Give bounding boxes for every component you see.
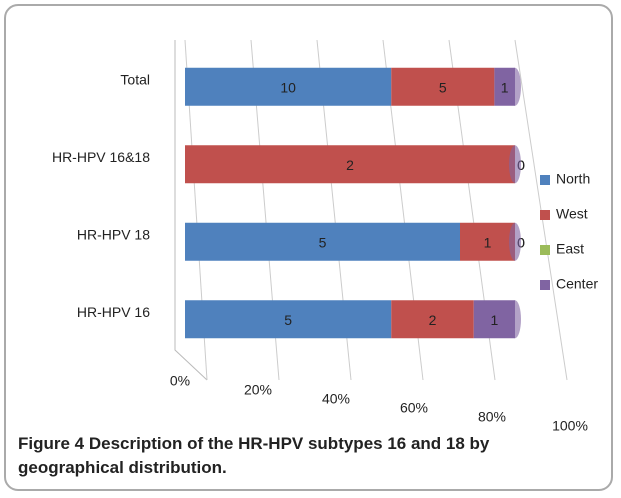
data-label: 1 xyxy=(501,79,509,95)
bar-end xyxy=(509,67,521,106)
x-tick-label: 60% xyxy=(400,400,428,416)
bar-end xyxy=(509,300,521,339)
legend-swatch xyxy=(540,280,550,290)
legend-label: West xyxy=(556,206,588,222)
bar xyxy=(185,300,392,339)
bar xyxy=(391,300,474,339)
data-label: 0 xyxy=(517,234,525,250)
data-label: 5 xyxy=(284,312,292,328)
data-label: 0 xyxy=(517,157,525,173)
data-label: 5 xyxy=(319,234,327,250)
y-tick-label: HR-HPV 18 xyxy=(77,226,150,242)
bar xyxy=(185,67,392,106)
data-label: 5 xyxy=(439,79,447,95)
data-label: 1 xyxy=(490,312,498,328)
bar xyxy=(473,300,515,339)
figure-frame xyxy=(4,4,613,491)
legend-label: North xyxy=(556,171,590,187)
x-tick-label: 40% xyxy=(322,391,350,407)
caption: Figure 4 Description of the HR-HPV subty… xyxy=(18,434,490,477)
bar-end xyxy=(509,145,521,184)
y-tick-label: HR-HPV 16 xyxy=(77,304,150,320)
legend-swatch xyxy=(540,245,550,255)
data-label: 10 xyxy=(280,79,296,95)
bar xyxy=(185,145,515,184)
data-label: 0 xyxy=(517,234,525,250)
y-tick-label: Total xyxy=(120,71,150,87)
data-label: 0 xyxy=(517,157,525,173)
data-label: 2 xyxy=(346,157,354,173)
x-tick-label: 100% xyxy=(552,418,588,434)
legend-label: Center xyxy=(556,276,598,292)
bar xyxy=(460,222,515,261)
data-label: 2 xyxy=(429,312,437,328)
x-tick-label: 20% xyxy=(244,382,272,398)
data-label: 1 xyxy=(484,234,492,250)
x-tick-label: 0% xyxy=(170,373,190,389)
y-tick-label: HR-HPV 16&18 xyxy=(52,149,150,165)
x-tick-label: 80% xyxy=(478,409,506,425)
legend-swatch xyxy=(540,210,550,220)
bar-end xyxy=(509,222,521,261)
axis-wall xyxy=(174,40,208,381)
legend-swatch xyxy=(540,175,550,185)
legend-label: East xyxy=(556,241,584,257)
bar xyxy=(185,222,460,261)
bar xyxy=(391,67,495,106)
